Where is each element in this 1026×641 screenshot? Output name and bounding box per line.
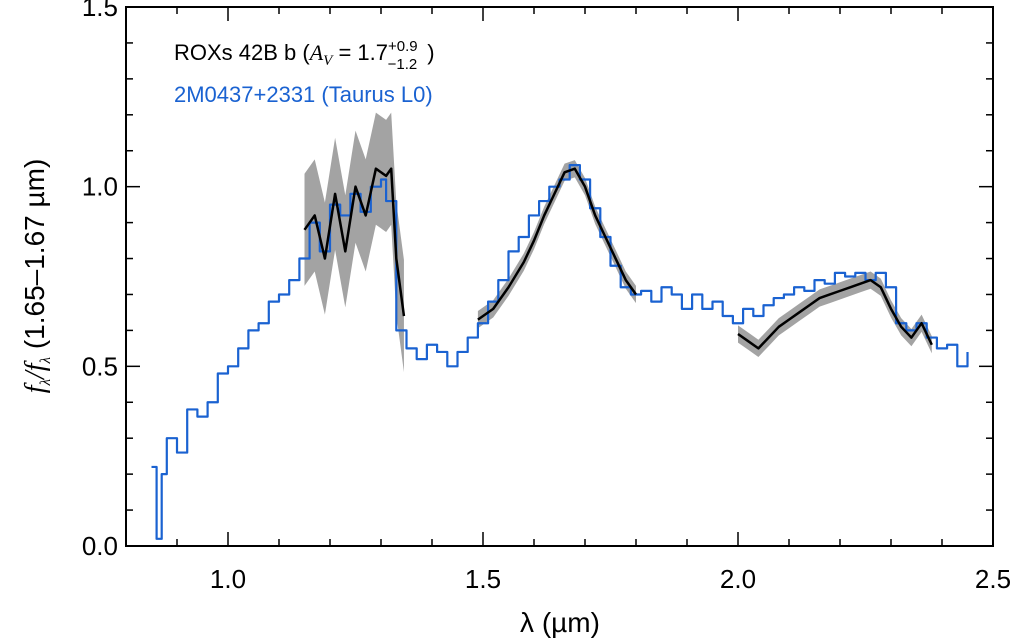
uncertainty-band-layer (304, 112, 932, 373)
x-axis-title: λ (µm) (520, 607, 600, 638)
y-tick-label: 1.5 (82, 0, 118, 22)
uncertainty-band-segment (477, 160, 636, 329)
x-tick-label: 2.0 (720, 564, 756, 594)
uncertainty-band-segment (304, 112, 404, 373)
legend: ROXs 42B b (AV = 1.7+0.9 −1.2) 2M0437+233… (174, 38, 435, 107)
plot-frame (125, 6, 994, 547)
tick-layer: 1.0 1.5 2.0 2.5 0.0 0.5 1.0 1.5 (82, 0, 1011, 594)
x-tick-label: 1.5 (465, 564, 501, 594)
series-roxs42bb-line (477, 167, 638, 321)
x-tick-label: 1.0 (210, 564, 246, 594)
y-tick-label: 1.0 (82, 172, 118, 202)
series-roxs42bb-line (303, 167, 406, 317)
series-2m0437-line (151, 164, 969, 540)
y-tick-label: 0.0 (82, 531, 118, 561)
series-roxs42bb-line (737, 278, 933, 350)
series-layer (151, 164, 969, 540)
legend-entry-2m0437: 2M0437+2331 (Taurus L0) (174, 82, 433, 107)
y-axis-title: fλ/fλ (1.65–1.67 µm) (19, 159, 54, 394)
y-tick-label: 0.5 (82, 351, 118, 381)
x-tick-label: 2.5 (975, 564, 1011, 594)
legend-entry-roxs42bb: ROXs 42B b (AV = 1.7+0.9 −1.2) (174, 38, 435, 73)
